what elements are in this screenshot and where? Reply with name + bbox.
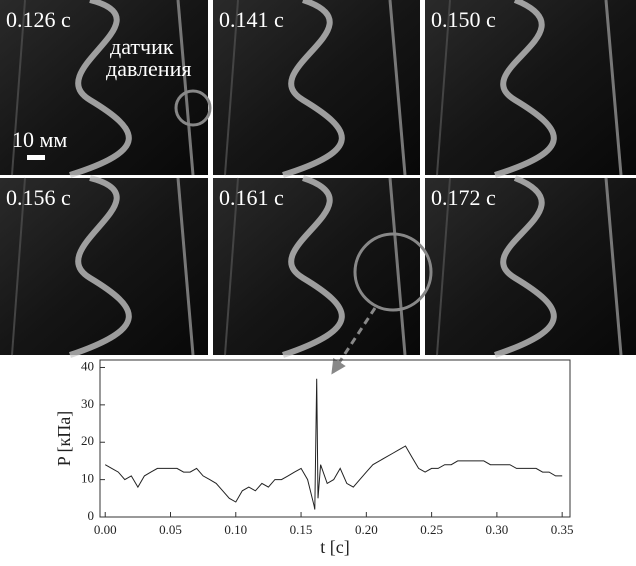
x-tick-label: 0.20 xyxy=(355,522,378,537)
photo xyxy=(425,0,636,175)
y-tick-label: 30 xyxy=(81,396,94,411)
jet xyxy=(282,175,345,358)
tube-wall xyxy=(176,177,195,356)
jet xyxy=(69,0,132,178)
frame-time: 0.126 с xyxy=(6,7,71,32)
y-tick-label: 40 xyxy=(81,358,94,373)
tube-wall xyxy=(388,177,407,356)
frame-time: 0.150 с xyxy=(431,7,496,32)
photo xyxy=(0,0,208,175)
photo xyxy=(213,178,420,355)
x-tick-label: 0.05 xyxy=(159,522,182,537)
x-axis-label: t [с] xyxy=(320,537,349,557)
sensor-label: давления xyxy=(106,56,191,81)
tube-wall xyxy=(224,177,239,356)
frame-time: 0.161 с xyxy=(219,185,284,210)
tube-wall xyxy=(436,0,451,176)
tube-wall xyxy=(436,177,451,356)
scale-bar xyxy=(27,155,45,160)
scale-label: 10 мм xyxy=(12,127,67,152)
y-axis-label: P [кПа] xyxy=(54,411,74,467)
pressure-line xyxy=(104,378,563,510)
x-tick-label: 0.30 xyxy=(486,522,509,537)
photo xyxy=(213,0,420,175)
photo xyxy=(0,178,208,355)
pointer-arrow xyxy=(331,307,377,375)
y-tick-label: 10 xyxy=(81,471,94,486)
x-tick-label: 0.10 xyxy=(224,522,247,537)
tube-wall xyxy=(11,177,26,356)
tube-wall xyxy=(11,0,26,176)
x-tick-label: 0.15 xyxy=(290,522,313,537)
frame-time: 0.141 с xyxy=(219,7,284,32)
y-tick-label: 0 xyxy=(88,508,95,523)
tube-wall xyxy=(604,177,623,356)
photo-grid: 0.126 с 0.141 с 0.150 с 0.156 с 0.161 с 0.172… xyxy=(0,0,636,358)
tube-wall xyxy=(176,0,195,176)
jet xyxy=(494,175,557,358)
sensor-circle xyxy=(353,232,433,312)
y-tick-label: 20 xyxy=(81,433,94,448)
x-tick-label: 0.25 xyxy=(420,522,443,537)
photo xyxy=(425,178,636,355)
chart: 0.00 0.05 0.10 0.15 0.20 0.25 0.30 0.35 0 10 20 30 4… xyxy=(54,358,573,557)
tube-wall xyxy=(224,0,239,176)
jet xyxy=(282,0,345,178)
x-tick-label: 0.35 xyxy=(551,522,574,537)
jet xyxy=(494,0,557,178)
x-tick-label: 0.00 xyxy=(94,522,117,537)
frame-time: 0.172 с xyxy=(431,185,496,210)
jet xyxy=(69,175,132,358)
plot-frame xyxy=(99,359,571,518)
sensor-circle xyxy=(174,89,212,127)
sensor-label: датчик xyxy=(110,34,174,59)
tube-wall xyxy=(388,0,407,176)
tube-wall xyxy=(604,0,623,176)
frame-time: 0.156 с xyxy=(6,185,71,210)
